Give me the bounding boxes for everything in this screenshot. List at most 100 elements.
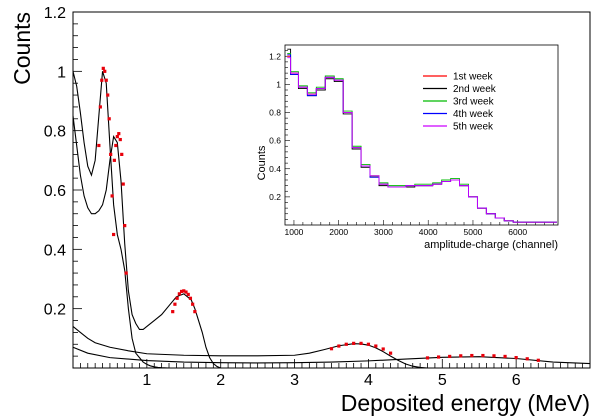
main-data-point — [177, 292, 181, 296]
main-data-point — [103, 69, 107, 73]
main-data-point — [100, 78, 104, 82]
main-x-tick-label: 1 — [142, 372, 151, 389]
main-data-point — [481, 353, 485, 358]
main-data-point — [492, 354, 496, 358]
main-data-point — [366, 342, 371, 346]
main-data-point — [173, 302, 177, 306]
main-x-tick-label: 4 — [364, 372, 373, 389]
inset-x-tick-label: 1000 — [284, 227, 303, 237]
main-y-tick-label: 0.6 — [44, 183, 66, 200]
main-data-point — [193, 310, 197, 314]
inset-y-tick-label: 0.6 — [269, 136, 281, 146]
legend-label: 1st week — [453, 72, 493, 83]
main-y-tick-label: 0.2 — [44, 302, 66, 319]
main-data-point — [503, 354, 507, 359]
inset-axis-ticks — [285, 50, 554, 225]
main-data-point — [186, 292, 190, 297]
main-data-point — [124, 271, 128, 275]
inset-x-axis-title: amplitude-charge (channel) — [424, 239, 558, 251]
inset-series-line — [287, 57, 557, 223]
main-x-tick-label: 3 — [290, 372, 299, 389]
main-data-point — [107, 117, 111, 121]
main-data-point — [97, 143, 101, 148]
main-y-axis-title: Counts — [9, 12, 35, 85]
main-y-tick-label: 1.2 — [44, 5, 66, 22]
inset-x-tick-label: 6000 — [508, 227, 527, 237]
main-data-point — [352, 341, 356, 345]
inset-series-group — [287, 48, 557, 223]
inset-x-tick-label: 4000 — [419, 227, 438, 237]
main-x-tick-label: 2 — [216, 372, 225, 389]
main-data-point — [121, 182, 125, 186]
main-data-point — [388, 351, 393, 355]
main-y-tick-label: 1 — [57, 64, 66, 81]
main-data-point — [120, 152, 124, 156]
inset-y-tick-label: 0.2 — [269, 192, 281, 202]
main-data-point — [104, 78, 108, 82]
main-x-axis-title: Deposited energy (MeV) — [341, 390, 590, 416]
main-data-point — [112, 232, 116, 237]
main-series-line — [72, 346, 591, 365]
main-data-point — [115, 135, 119, 139]
main-data-point — [436, 355, 441, 359]
main-data-point — [112, 158, 116, 162]
main-y-tick-label: 0.4 — [44, 242, 66, 259]
inset-y-tick-labels: 0.2 0.4 0.6 0.8 1 1.2 — [269, 51, 281, 202]
main-data-point — [337, 344, 341, 348]
main-data-point — [536, 358, 540, 362]
main-data-point — [117, 132, 121, 136]
main-data-point — [171, 310, 175, 314]
main-data-point — [191, 302, 195, 306]
main-data-point — [525, 357, 529, 361]
main-data-point — [184, 290, 188, 294]
inset-plot: 1000 2000 3000 4000 5000 6000 0.2 0.4 0.6 0.8 1 1.… — [256, 42, 578, 251]
main-x-tick-label: 6 — [512, 372, 521, 389]
legend-label: 5th week — [453, 122, 494, 133]
main-data-point — [374, 344, 378, 348]
inset-y-axis-title: Counts — [256, 145, 268, 180]
main-data-point — [123, 224, 127, 228]
main-plot: 1 2 3 4 5 6 0.2 0.4 0.6 0.8 1 1.2 Deposited energy… — [9, 5, 591, 416]
main-data-point — [514, 356, 518, 360]
inset-x-tick-label: 3000 — [374, 227, 393, 237]
main-data-point — [110, 194, 114, 198]
main-y-tick-label: 0.8 — [44, 124, 66, 141]
main-data-point — [182, 289, 186, 293]
main-data-point — [98, 105, 102, 109]
main-data-point — [188, 296, 193, 300]
inset-y-tick-label: 0.8 — [269, 108, 281, 118]
main-data-point — [101, 66, 105, 70]
main-data-point — [459, 354, 463, 358]
main-data-point — [114, 143, 118, 148]
legend-label: 2nd week — [453, 84, 497, 95]
inset-y-tick-label: 1 — [276, 79, 281, 89]
main-data-point — [448, 354, 452, 359]
inset-background — [256, 42, 578, 243]
inset-x-tick-label: 5000 — [464, 227, 483, 237]
legend-label: 4th week — [453, 109, 494, 120]
inset-y-tick-label: 0.4 — [269, 164, 281, 174]
inset-x-tick-label: 2000 — [329, 227, 348, 237]
main-data-point — [179, 289, 184, 294]
main-series-group — [72, 66, 591, 369]
inset-x-tick-labels: 1000 2000 3000 4000 5000 6000 — [284, 227, 527, 237]
main-data-point — [175, 296, 179, 300]
main-data-point — [381, 347, 385, 351]
main-data-point — [359, 341, 363, 345]
main-y-tick-labels: 0.2 0.4 0.6 0.8 1 1.2 — [44, 5, 66, 319]
main-data-point — [470, 353, 474, 358]
main-data-point — [109, 152, 113, 156]
main-x-tick-label: 5 — [438, 372, 447, 389]
main-series-line — [72, 115, 221, 369]
main-data-point — [329, 347, 334, 351]
main-data-point — [106, 93, 110, 97]
main-axis-ticks — [73, 23, 591, 368]
main-data-point — [344, 342, 348, 346]
inset-y-tick-label: 1.2 — [269, 51, 281, 61]
main-data-point — [425, 356, 430, 360]
main-data-point — [118, 137, 122, 142]
main-series-line — [72, 71, 170, 369]
main-x-tick-labels: 1 2 3 4 5 6 — [142, 372, 520, 389]
